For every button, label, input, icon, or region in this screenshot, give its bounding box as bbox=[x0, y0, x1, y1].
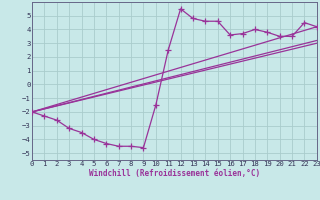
X-axis label: Windchill (Refroidissement éolien,°C): Windchill (Refroidissement éolien,°C) bbox=[89, 169, 260, 178]
